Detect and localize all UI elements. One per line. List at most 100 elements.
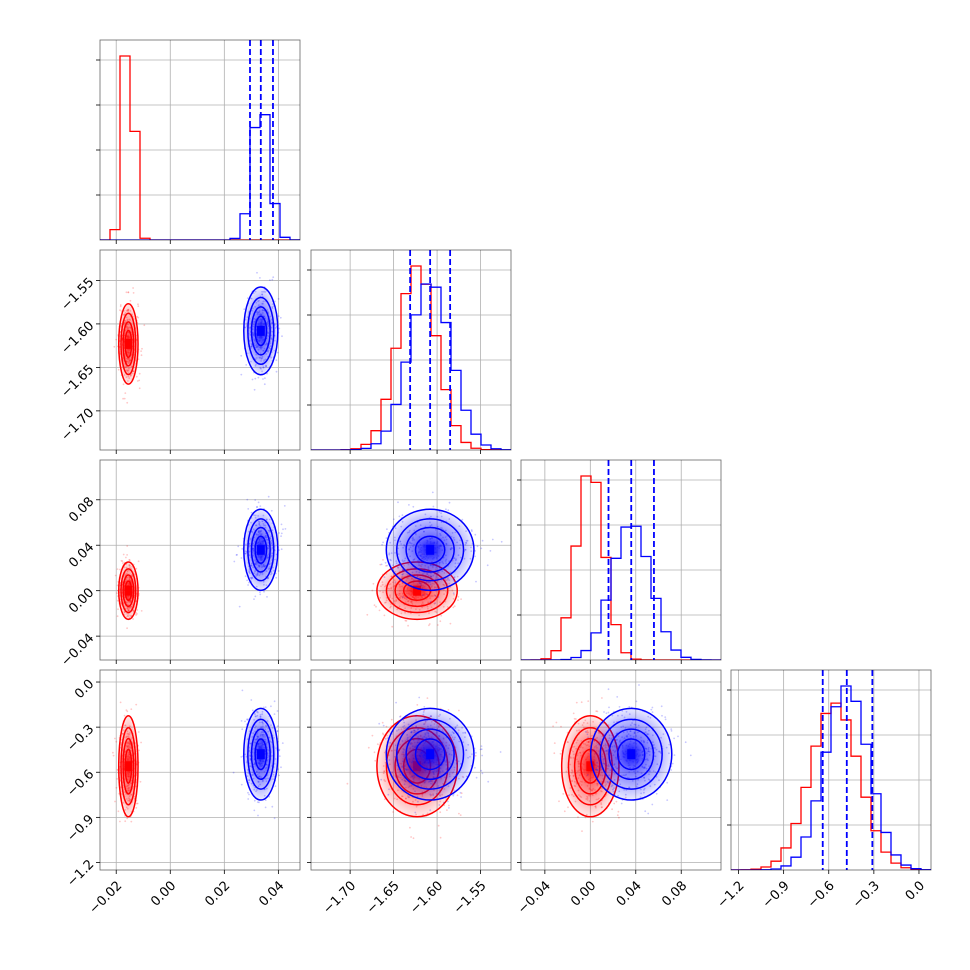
- sample-point: [240, 720, 243, 722]
- sample-point: [276, 730, 279, 732]
- sample-point: [137, 316, 140, 319]
- sample-point: [273, 700, 276, 703]
- contour-blue: [405, 526, 455, 573]
- sample-point: [240, 354, 243, 357]
- sample-point: [439, 811, 442, 814]
- sample-point: [114, 800, 116, 803]
- sample-point: [270, 509, 273, 512]
- sample-point: [272, 276, 275, 279]
- panel-2-2: [517, 459, 722, 664]
- sample-point: [461, 518, 464, 521]
- sample-point: [446, 809, 448, 811]
- sample-point: [402, 596, 404, 599]
- sample-point: [263, 590, 265, 593]
- sample-point: [386, 564, 388, 567]
- sample-point: [262, 378, 264, 380]
- sample-point: [271, 805, 274, 808]
- sample-point: [117, 608, 119, 611]
- sample-point: [584, 730, 587, 733]
- sample-point: [137, 560, 140, 563]
- sample-point: [406, 596, 409, 599]
- sample-point: [373, 604, 376, 607]
- sample-point: [394, 581, 397, 583]
- y-tick-label: −1.70: [59, 406, 98, 445]
- sample-point: [126, 710, 129, 713]
- sample-point: [251, 709, 254, 712]
- sample-point: [610, 799, 613, 802]
- sample-point: [115, 740, 118, 743]
- panel-frame: [99, 39, 301, 241]
- sample-point: [385, 537, 388, 539]
- sample-point: [434, 595, 437, 597]
- sample-point: [443, 801, 445, 804]
- sample-point: [130, 708, 133, 711]
- histogram-red: [100, 55, 300, 240]
- sample-point: [283, 505, 286, 507]
- sample-point: [116, 568, 119, 570]
- contour-blue: [243, 508, 279, 592]
- sample-point: [278, 749, 281, 752]
- sample-point: [673, 737, 675, 740]
- sample-point: [381, 543, 383, 546]
- sample-point: [655, 792, 658, 795]
- x-tick-label: 0.08: [659, 878, 690, 909]
- sample-point: [248, 793, 250, 796]
- sample-point: [115, 786, 118, 789]
- sample-point: [666, 781, 669, 784]
- sample-point: [447, 800, 449, 803]
- sample-point: [127, 291, 130, 294]
- sample-point: [608, 706, 610, 709]
- density-peak-blue: [256, 749, 265, 760]
- contour-blue: [254, 738, 268, 771]
- panel-2-1: [307, 459, 512, 664]
- sample-point: [266, 596, 268, 598]
- contour-blue: [247, 518, 275, 582]
- sample-point: [275, 576, 278, 579]
- panel-frame: [99, 669, 301, 871]
- sample-point: [459, 791, 462, 794]
- sample-point: [115, 338, 118, 341]
- sample-point: [382, 724, 385, 727]
- sample-point: [237, 545, 240, 548]
- sample-point: [436, 624, 439, 626]
- sample-point: [375, 605, 377, 608]
- sample-point: [638, 684, 640, 686]
- sample-point: [491, 538, 494, 541]
- density-peak-red: [124, 585, 133, 596]
- sample-point: [119, 304, 122, 306]
- sample-point: [481, 539, 484, 542]
- x-tick-label: 0.00: [568, 878, 599, 909]
- sample-point: [644, 810, 647, 813]
- x-tick-label: −1.55: [451, 878, 490, 917]
- contour-blue: [250, 728, 271, 781]
- sample-point: [580, 701, 583, 704]
- sample-point: [384, 737, 387, 740]
- y-tick-label: −1.65: [59, 362, 98, 401]
- sample-point: [404, 619, 407, 622]
- sample-point: [380, 563, 383, 566]
- sample-point: [126, 627, 128, 630]
- density-peak-red: [586, 761, 595, 772]
- sample-point: [280, 532, 283, 535]
- sample-point: [366, 613, 369, 616]
- sample-point: [448, 807, 450, 809]
- sample-point: [241, 728, 244, 731]
- sample-point: [124, 392, 127, 394]
- sample-point: [432, 505, 435, 508]
- sample-point: [475, 580, 477, 583]
- sample-point: [256, 801, 259, 803]
- sample-point: [677, 735, 679, 738]
- panel-0-0: [96, 39, 301, 244]
- sample-point: [246, 297, 249, 299]
- sample-point: [628, 706, 631, 708]
- sample-point: [417, 800, 419, 803]
- sample-point: [618, 706, 621, 708]
- sample-point: [607, 688, 610, 691]
- sample-point: [236, 553, 238, 556]
- sample-point: [135, 807, 138, 809]
- sample-point: [562, 793, 565, 795]
- sample-point: [123, 714, 126, 717]
- y-tick-label: −0.6: [64, 767, 97, 800]
- sample-point: [407, 796, 410, 799]
- sample-point: [481, 772, 484, 775]
